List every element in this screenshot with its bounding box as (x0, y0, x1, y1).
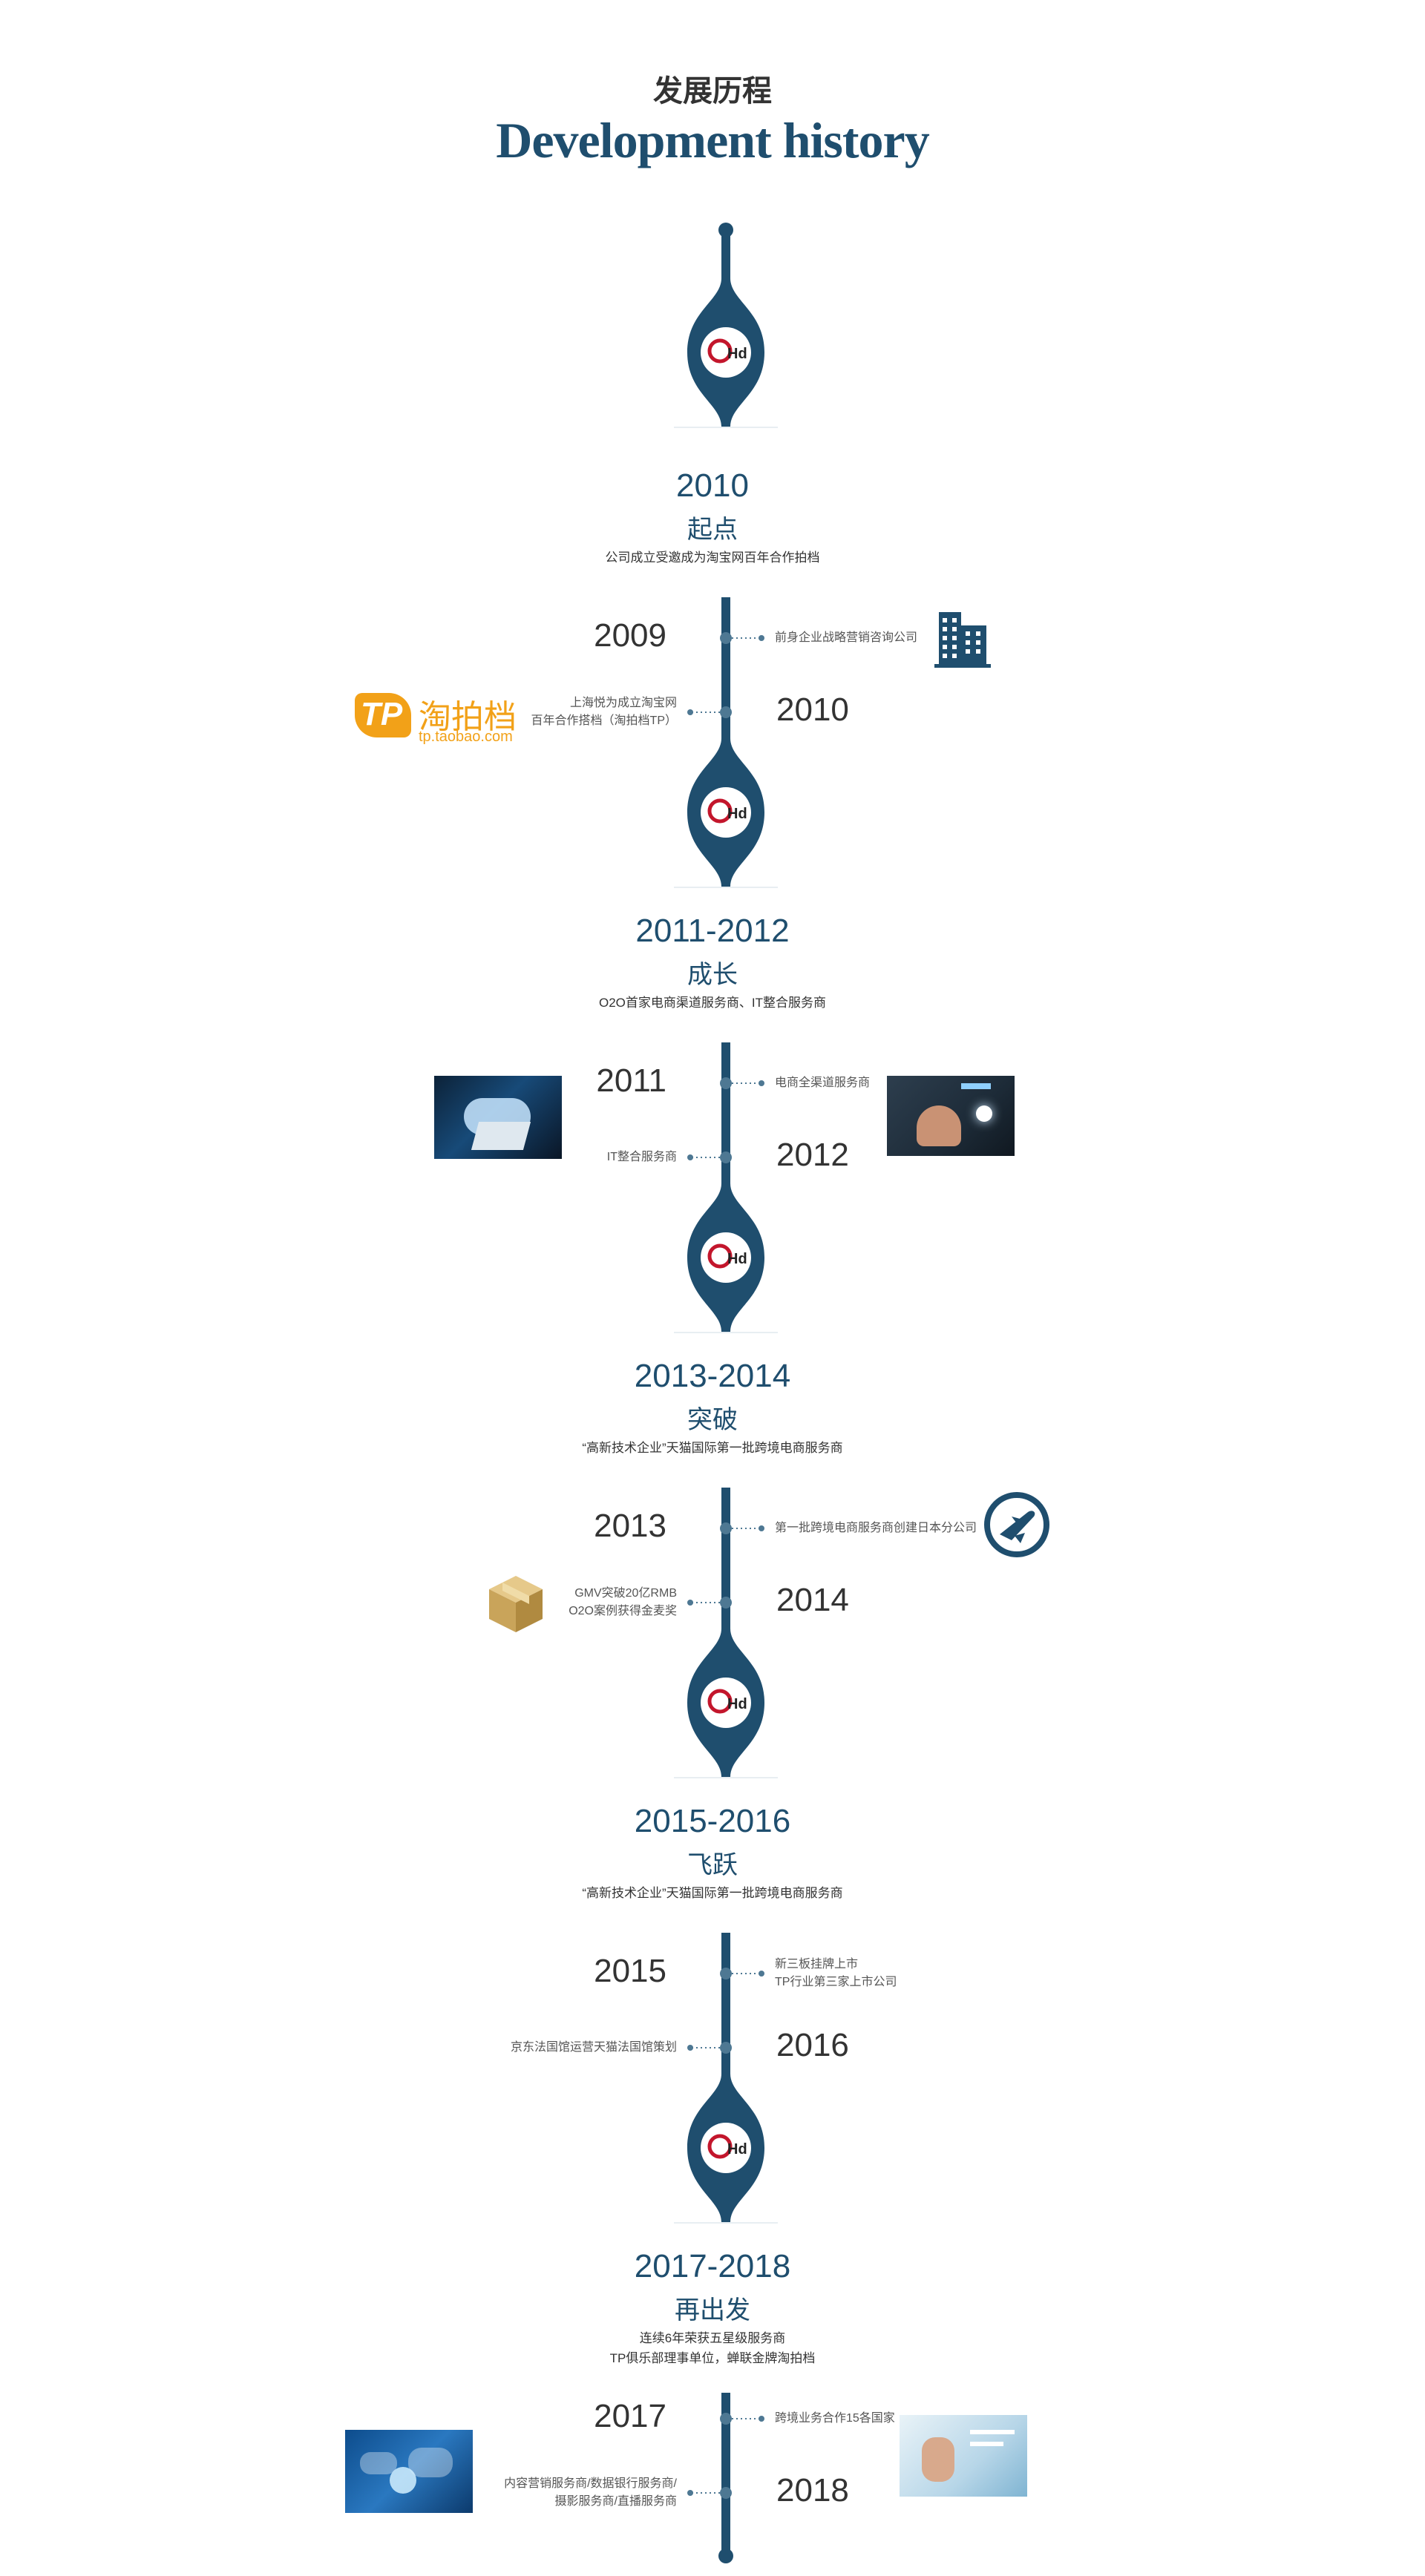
phase-name: 起点 (687, 516, 738, 544)
timeline-line (721, 2393, 730, 2556)
milestone-dot (720, 1522, 732, 1534)
phase-years: 2010 (676, 467, 749, 504)
milestone-year: 2013 (594, 1508, 666, 1544)
phase-description: O2O首家电商渠道服务商、IT整合服务商 (598, 996, 826, 1010)
svg-text:Hd: Hd (727, 806, 747, 822)
milestone-note: IT整合服务商 (606, 1151, 677, 1163)
timeline-knot: Hd (674, 2074, 778, 2224)
company-logo-icon: Hd (707, 1243, 747, 1269)
milestone-dot (720, 1968, 732, 1979)
company-logo-icon: Hd (707, 338, 747, 364)
phase-years: 2011-2012 (635, 913, 790, 949)
taopaidang-logo: TP 淘拍档 tp.taobao.com (355, 690, 525, 746)
phase-description: “高新技术企业”天猫国际第一批跨境电商服务商 (582, 1441, 843, 1455)
milestone-dot (720, 2042, 732, 2054)
building-icon (931, 605, 995, 668)
phase-years: 2017-2018 (634, 2248, 791, 2284)
taopaidang-url: tp.taobao.com (419, 729, 513, 745)
phase-name: 飞跃 (687, 1851, 738, 1879)
milestone-note: 上海悦为成立淘宝网 (569, 697, 677, 709)
milestone-year: 2017 (594, 2398, 666, 2434)
milestone-note: 新三板挂牌上市 (775, 1958, 859, 1971)
milestone-dot (720, 632, 732, 644)
company-logo-icon: Hd (707, 798, 747, 824)
milestone-note: 电商全渠道服务商 (775, 1077, 871, 1089)
milestone-note: O2O案例获得金麦奖 (569, 1605, 677, 1617)
milestone-dot (720, 1151, 732, 1163)
milestone-note: TP行业第三家上市公司 (775, 1976, 897, 1988)
milestone-note: 京东法国馆运营天猫法国馆策划 (510, 2041, 677, 2054)
milestone-year: 2011 (596, 1062, 666, 1099)
milestone-dot (720, 1597, 732, 1609)
phase-description: 公司成立受邀成为淘宝网百年合作拍档 (605, 551, 820, 565)
airplane-icon (983, 1491, 1050, 1558)
milestone-note: 百年合作搭档（淘拍档TP） (531, 714, 677, 727)
milestone-dot (720, 2413, 732, 2425)
box-icon (486, 1573, 546, 1634)
company-logo-icon: Hd (707, 1689, 747, 1714)
timeline-knot: Hd (674, 278, 778, 428)
timeline-knot: Hd (674, 1183, 778, 1333)
milestone-year: 2010 (776, 691, 849, 728)
taopaidang-name: 淘拍档 (419, 699, 517, 735)
phase-years: 2013-2014 (634, 1358, 791, 1394)
milestone-note: 第一批跨境电商服务商创建日本分公司 (775, 1522, 977, 1534)
taopaidang-mark: TP (361, 696, 403, 732)
phase-description: 连续6年荣获五星级服务商 (639, 2331, 786, 2345)
milestone-year: 2014 (776, 1582, 849, 1618)
milestone-dot (720, 2487, 732, 2499)
phase-name: 再出发 (675, 2296, 750, 2324)
company-logo-icon: Hd (707, 2134, 747, 2159)
tech-hand-photo (887, 1076, 1015, 1156)
svg-text:Hd: Hd (727, 2141, 747, 2158)
phase-name: 成长 (687, 961, 738, 989)
milestone-year: 2015 (594, 1953, 666, 1989)
milestone-year: 2016 (776, 2027, 849, 2063)
svg-text:Hd: Hd (727, 346, 747, 362)
milestone-note: 摄影服务商/直播服务商 (554, 2495, 677, 2508)
timeline-end-dot (718, 2549, 733, 2563)
milestone-year: 2012 (776, 1137, 849, 1173)
milestone-note: GMV突破20亿RMB (574, 1587, 677, 1600)
svg-text:Hd: Hd (727, 1251, 747, 1267)
phase-years: 2015-2016 (634, 1803, 791, 1839)
svg-text:Hd: Hd (727, 1696, 747, 1712)
milestone-year: 2018 (776, 2472, 849, 2508)
milestone-note: 跨境业务合作15各国家 (775, 2412, 895, 2425)
milestone-dot (720, 1077, 732, 1089)
touch-screen-photo (900, 2415, 1027, 2497)
milestone-note: 前身企业战略营销咨询公司 (775, 631, 918, 644)
page-title-en: Development history (496, 112, 929, 168)
page-title-cn: 发展历程 (653, 75, 772, 108)
phase-description: “高新技术企业”天猫国际第一批跨境电商服务商 (582, 1886, 843, 1900)
milestone-year: 2009 (594, 617, 666, 654)
milestone-dot (720, 706, 732, 718)
timeline-knot: Hd (674, 738, 778, 888)
phase-description: TP俱乐部理事单位，蝉联金牌淘拍档 (609, 2351, 816, 2365)
timeline-knot: Hd (674, 1629, 778, 1778)
milestone-note: 内容营销服务商/数据银行服务商/ (504, 2477, 677, 2490)
world-map-photo (345, 2430, 473, 2513)
phase-name: 突破 (687, 1406, 738, 1434)
laptop-cloud-photo (434, 1076, 562, 1159)
